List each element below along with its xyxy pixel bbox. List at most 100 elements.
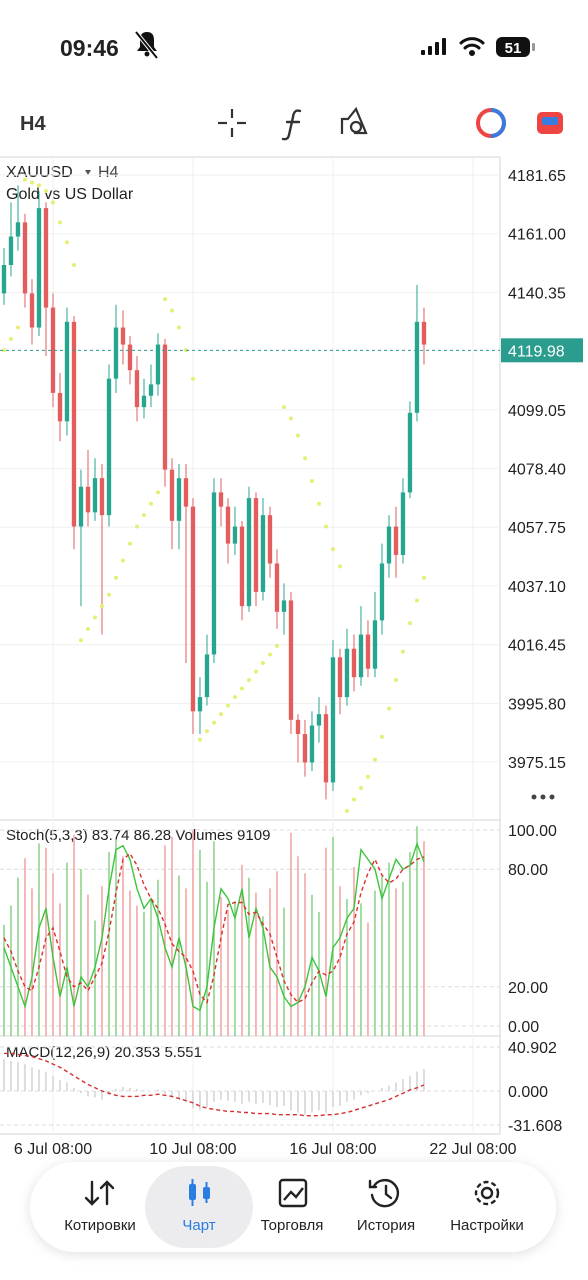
candle-body [302,734,308,763]
candle-body [43,208,49,308]
volumes-name: Volumes [175,827,233,844]
sar-dot [232,695,237,700]
candle-body [386,526,392,564]
settings-icon [474,1180,500,1206]
sar-dot [134,524,139,529]
crosshair-button[interactable] [218,109,246,137]
candle-body [274,563,280,612]
y-tick-label: 3995.80 [508,696,566,713]
candle-body [183,478,189,507]
candle-body [218,492,224,507]
clock: 09:46 [60,35,119,61]
candle-body [246,498,252,607]
battery-level: 51 [505,40,522,57]
candle-body [134,370,140,408]
sar-dot [351,797,356,802]
symbol-dropdown[interactable] [85,170,91,175]
sar-dot [99,604,104,609]
sar-dot [288,416,293,421]
symbol-name: XAUUSD [6,164,73,181]
x-tick-label: 16 Jul 08:00 [289,1141,376,1158]
nav-item[interactable]: История [357,1217,415,1234]
candle-body [211,492,217,655]
sar-dot [218,712,223,717]
candle-body [162,344,168,470]
sar-dot [260,660,265,665]
x-tick-label: 6 Jul 08:00 [14,1141,92,1158]
candle-body [316,714,322,726]
objects-button[interactable] [340,106,368,135]
account-button[interactable] [476,108,506,138]
y-tick-label: 4099.05 [508,403,566,420]
y-tick-label: 4161.00 [508,227,566,244]
indicators-button[interactable] [281,109,302,141]
candle-body [176,478,182,521]
candle-body [15,222,21,237]
sar-dot [85,626,90,631]
sar-dot [92,615,97,620]
nav-item[interactable]: Торговля [261,1217,324,1234]
nav-item[interactable]: Котировки [64,1217,136,1234]
sar-dot [414,598,419,603]
candle-body [281,600,287,612]
nav-item[interactable]: Чарт [182,1217,215,1234]
sar-dot [169,308,174,313]
macd-value: 20.353 [114,1044,160,1061]
sar-dot [8,336,13,341]
sar-dot [316,501,321,506]
sar-dot [148,501,153,506]
sar-dot [127,541,132,546]
y-tick-label: 3975.15 [508,755,566,772]
stoch-d-value: 86.28 [134,827,172,844]
sar-dot [281,405,286,410]
stoch-k-value: 83.74 [92,827,130,844]
candle-body [351,648,357,678]
sar-dot [295,433,300,438]
sar-dot [211,720,216,725]
more-button[interactable] [531,794,555,800]
candle-body [197,697,203,712]
y-tick-label: 4140.35 [508,285,566,302]
nav-item[interactable]: Настройки [450,1217,524,1234]
sar-dot [71,262,76,267]
y-tick-label: 0.00 [508,1019,539,1036]
y-tick-label: 20.00 [508,980,548,997]
y-tick-label: 80.00 [508,862,548,879]
sar-dot [43,189,48,194]
chart-icon [189,1179,210,1206]
sar-dot [365,774,370,779]
candle-body [253,498,259,592]
candle-body [71,321,77,527]
signal-icon [421,38,446,55]
panel-frame [0,156,501,1135]
sar-dot [330,547,335,552]
sar-dot [274,643,279,648]
indicator-line [3,841,425,1012]
candle-body [295,719,301,735]
candle-body [169,469,175,521]
candle-body [141,395,147,408]
y-tick-label: 4057.75 [508,520,566,537]
y-tick-label: 4016.45 [508,638,566,655]
battery: 51 [496,37,535,57]
sar-dot [246,678,251,683]
sar-dot [197,737,202,742]
candle-body [85,486,91,513]
sar-dot [113,575,118,580]
trade-icon [278,1178,308,1208]
current-price-box [501,338,583,363]
trade-button[interactable] [537,112,563,134]
sar-dot [400,649,405,654]
sar-dot [106,592,111,597]
sar-dot [29,180,34,185]
candle-body [260,515,266,592]
sar-dot [162,297,167,302]
bell-off-icon [134,30,159,60]
candle-body [99,478,105,516]
sar-dot [372,757,377,762]
candle-body [64,321,70,422]
stoch-title: Stoch(5,3,3) [6,827,88,844]
timeframe-button[interactable]: H4 [20,113,46,135]
sar-dot [64,240,69,245]
